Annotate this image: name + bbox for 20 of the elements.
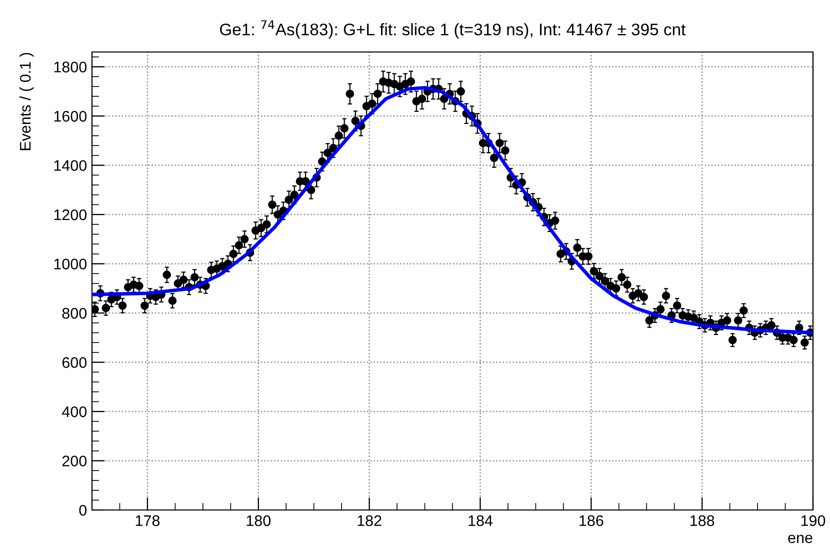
y-tick-label: 1600	[54, 110, 87, 122]
y-tick-label: 1200	[54, 209, 87, 220]
y-tick-label: 400	[62, 406, 87, 418]
x-tick-label: 186	[580, 515, 604, 526]
x-axis-title: ene	[788, 534, 812, 544]
y-tick-label: 800	[62, 308, 87, 319]
x-tick-label: 190	[801, 515, 826, 526]
y-tick-label: 1000	[54, 258, 87, 270]
x-tick-label: 182	[358, 515, 382, 526]
x-tick-label: 178	[136, 515, 160, 526]
y-tick-label: 600	[62, 357, 87, 368]
y-tick-label: 0	[79, 504, 87, 516]
chart-title: Ge1: $^{74}$As(183): G+L fit: slice 1 (t=319 ns), Int: 41467 ± 395 cnt	[220, 20, 686, 39]
x-tick-label: 184	[468, 515, 493, 526]
y-tick-label: 200	[62, 456, 87, 466]
y-axis-title: Events / ( 0.1 )	[19, 52, 34, 150]
x-tick-label: 180	[246, 515, 271, 526]
y-tick-label: 1800	[54, 62, 87, 72]
x-tick-label: 188	[690, 515, 714, 526]
y-tick-label: 1400	[54, 160, 87, 171]
